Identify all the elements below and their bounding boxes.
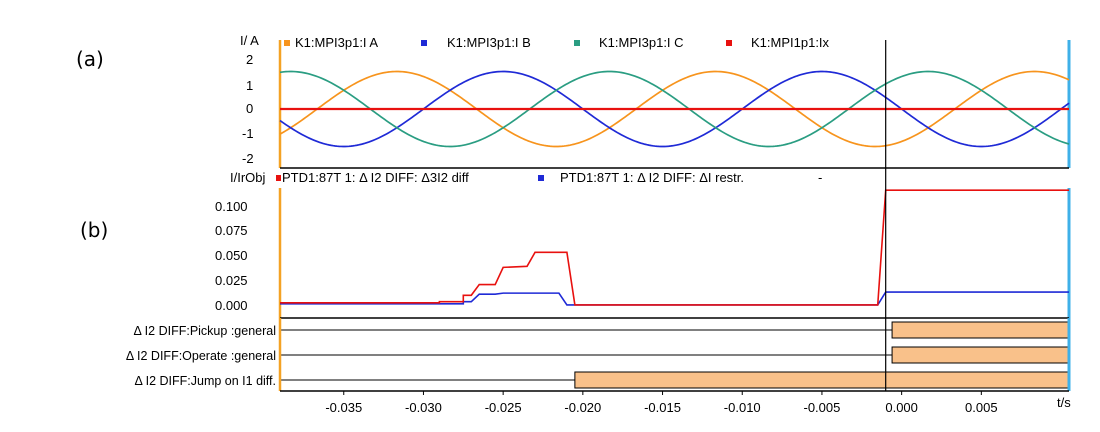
yticks-b: 0.100 0.075 0.050 0.025 0.000 bbox=[215, 199, 248, 313]
plot-area-c bbox=[280, 321, 1070, 389]
legend-swatch-ia bbox=[284, 40, 290, 46]
x-tick-label-4: -0.015 bbox=[644, 400, 681, 415]
x-tick-label-7: 0.000 bbox=[885, 400, 918, 415]
ytick-a-4: -2 bbox=[242, 151, 254, 166]
series-line-3 bbox=[279, 70, 1070, 148]
series-line-b-1 bbox=[280, 189, 1069, 306]
yticks-a: 2 1 0 -1 -2 bbox=[242, 52, 254, 166]
ytick-b-0: 0.100 bbox=[215, 199, 248, 214]
x-tick-label-1: -0.030 bbox=[405, 400, 442, 415]
ytick-a-2: 0 bbox=[246, 101, 253, 116]
ytick-b-4: 0.000 bbox=[215, 298, 248, 313]
x-tick-label-5: -0.010 bbox=[724, 400, 761, 415]
signal-active-bar-1 bbox=[891, 321, 1070, 339]
legend-swatch-ix bbox=[726, 40, 732, 46]
signal-active-bar-3 bbox=[574, 371, 1070, 389]
panel-label-a: (a) bbox=[76, 47, 104, 71]
legend-label-ic: K1:MPI3p1:I C bbox=[599, 35, 684, 50]
signal-label-jump: Δ I2 DIFF:Jump on I1 diff. bbox=[134, 374, 276, 388]
ytick-b-3: 0.025 bbox=[215, 273, 248, 288]
ylabel-a: I/ A bbox=[240, 33, 259, 48]
legend-swatch-restr bbox=[538, 175, 544, 181]
signal-label-pickup: Δ I2 DIFF:Pickup :general bbox=[134, 324, 276, 338]
series-line-1 bbox=[279, 70, 1070, 148]
ytick-b-2: 0.050 bbox=[215, 248, 248, 263]
x-tick-label-0: -0.035 bbox=[325, 400, 362, 415]
ytick-a-0: 2 bbox=[246, 52, 253, 67]
x-tick-label-3: -0.020 bbox=[564, 400, 601, 415]
panel-label-b: (b) bbox=[80, 218, 108, 242]
binary-labels: Δ I2 DIFF:Pickup :general Δ I2 DIFF:Oper… bbox=[126, 324, 276, 388]
legend-swatch-ib bbox=[421, 40, 427, 46]
plot-area-a bbox=[279, 70, 1070, 148]
legend-extra-dash: - bbox=[818, 170, 822, 185]
legend-label-ix: K1:MPI1p1:Ix bbox=[751, 35, 830, 50]
plot-area-b bbox=[280, 189, 1069, 306]
xlabel: t/s bbox=[1057, 395, 1071, 410]
ytick-a-1: 1 bbox=[246, 78, 253, 93]
series-line-2 bbox=[279, 70, 1070, 148]
legend-label-ib: K1:MPI3p1:I B bbox=[447, 35, 531, 50]
signal-label-operate: Δ I2 DIFF:Operate :general bbox=[126, 349, 276, 363]
signal-active-bar-2 bbox=[891, 346, 1070, 364]
legend-a: K1:MPI3p1:I A K1:MPI3p1:I B K1:MPI3p1:I … bbox=[284, 35, 830, 50]
legend-swatch-ic bbox=[574, 40, 580, 46]
x-tick-label-6: -0.005 bbox=[804, 400, 841, 415]
x-tick-labels: -0.035 -0.030 -0.025 -0.020 -0.015 -0.010 -0.0… bbox=[325, 391, 998, 415]
ytick-a-3: -1 bbox=[242, 126, 254, 141]
ylabel-b: I/IrObj bbox=[230, 170, 266, 185]
legend-label-restr: PTD1:87T 1: Δ I2 DIFF: ΔI restr. bbox=[560, 170, 744, 185]
legend-label-diff: PTD1:87T 1: Δ I2 DIFF: Δ3I2 diff bbox=[282, 170, 469, 185]
legend-label-ia: K1:MPI3p1:I A bbox=[295, 35, 378, 50]
ytick-b-1: 0.075 bbox=[215, 223, 248, 238]
legend-swatch-diff bbox=[276, 175, 281, 181]
x-tick-label-2: -0.025 bbox=[485, 400, 522, 415]
legend-b: PTD1:87T 1: Δ I2 DIFF: Δ3I2 diff PTD1:87… bbox=[276, 170, 822, 185]
x-tick-label-8: 0.005 bbox=[965, 400, 998, 415]
